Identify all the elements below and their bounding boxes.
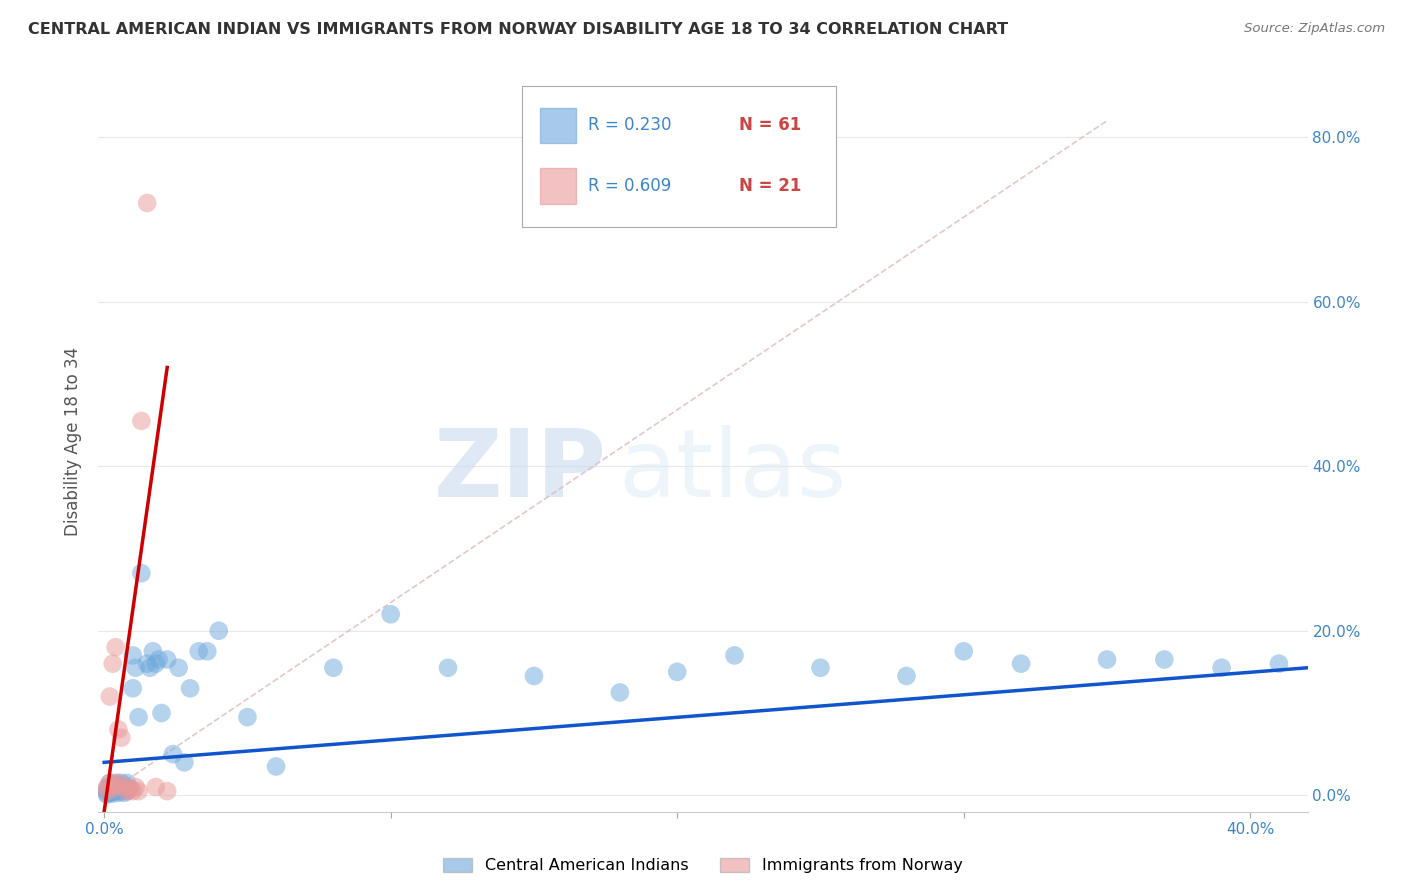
Y-axis label: Disability Age 18 to 34: Disability Age 18 to 34 [65, 347, 83, 536]
Point [101, 785, 124, 799]
Point [96, 788, 118, 802]
Point [1153, 652, 1175, 666]
Point [131, 566, 153, 581]
Point [104, 776, 127, 790]
Point [195, 644, 218, 658]
Point [145, 780, 167, 794]
Point [810, 661, 832, 675]
Point [136, 657, 159, 671]
FancyBboxPatch shape [540, 169, 576, 204]
Point [110, 784, 132, 798]
Point [952, 644, 974, 658]
Point [115, 784, 138, 798]
Point [896, 669, 918, 683]
Point [139, 661, 162, 675]
Point [121, 784, 143, 798]
Point [118, 781, 141, 796]
Point [145, 657, 167, 671]
Point [101, 787, 124, 801]
Point [107, 786, 129, 800]
Point [124, 780, 146, 794]
Text: N = 21: N = 21 [740, 178, 801, 195]
Point [162, 747, 184, 761]
Point [96, 784, 118, 798]
Text: N = 61: N = 61 [740, 117, 801, 135]
Point [609, 685, 631, 699]
Point [104, 780, 127, 794]
Text: R = 0.609: R = 0.609 [588, 178, 672, 195]
FancyBboxPatch shape [522, 87, 837, 227]
Point [115, 776, 138, 790]
Point [107, 778, 129, 792]
Point [128, 784, 150, 798]
Point [98, 780, 121, 794]
Point [101, 781, 124, 796]
Point [167, 661, 190, 675]
Point [523, 669, 546, 683]
Point [1211, 661, 1233, 675]
Point [96, 780, 118, 794]
Point [121, 648, 143, 663]
Point [1268, 657, 1291, 671]
Point [156, 784, 179, 798]
Point [264, 759, 287, 773]
Point [98, 776, 121, 790]
Point [322, 661, 344, 675]
Text: R = 0.230: R = 0.230 [588, 117, 672, 135]
Point [110, 776, 132, 790]
Point [101, 657, 124, 671]
Point [112, 786, 135, 800]
Point [104, 640, 127, 655]
Point [723, 648, 745, 663]
Point [107, 723, 129, 737]
Point [101, 778, 124, 792]
Point [98, 786, 121, 800]
Point [118, 781, 141, 796]
Point [142, 644, 165, 658]
Point [187, 644, 209, 658]
Point [112, 780, 135, 794]
Legend: Central American Indians, Immigrants from Norway: Central American Indians, Immigrants fro… [437, 851, 969, 880]
Point [173, 756, 195, 770]
Point [104, 778, 127, 792]
Point [96, 784, 118, 798]
Point [107, 776, 129, 790]
Point [156, 652, 179, 666]
Text: ZIP: ZIP [433, 425, 606, 517]
Point [1010, 657, 1032, 671]
Text: CENTRAL AMERICAN INDIAN VS IMMIGRANTS FROM NORWAY DISABILITY AGE 18 TO 34 CORREL: CENTRAL AMERICAN INDIAN VS IMMIGRANTS FR… [28, 22, 1008, 37]
FancyBboxPatch shape [540, 108, 576, 144]
Point [124, 661, 146, 675]
Point [107, 781, 129, 796]
Point [101, 781, 124, 796]
Point [98, 783, 121, 797]
Point [179, 681, 201, 696]
Text: atlas: atlas [619, 425, 846, 517]
Point [150, 706, 173, 720]
Point [148, 652, 170, 666]
Point [98, 690, 121, 704]
Point [236, 710, 259, 724]
Point [96, 781, 118, 796]
Point [437, 661, 460, 675]
Point [208, 624, 231, 638]
Text: Source: ZipAtlas.com: Source: ZipAtlas.com [1244, 22, 1385, 36]
Point [131, 414, 153, 428]
Point [1095, 652, 1118, 666]
Point [136, 196, 159, 211]
Point [121, 681, 143, 696]
Point [98, 776, 121, 790]
Point [666, 665, 689, 679]
Point [115, 784, 138, 798]
Point [110, 731, 132, 745]
Point [128, 710, 150, 724]
Point [104, 783, 127, 797]
Point [96, 787, 118, 801]
Point [112, 780, 135, 794]
Point [380, 607, 402, 622]
